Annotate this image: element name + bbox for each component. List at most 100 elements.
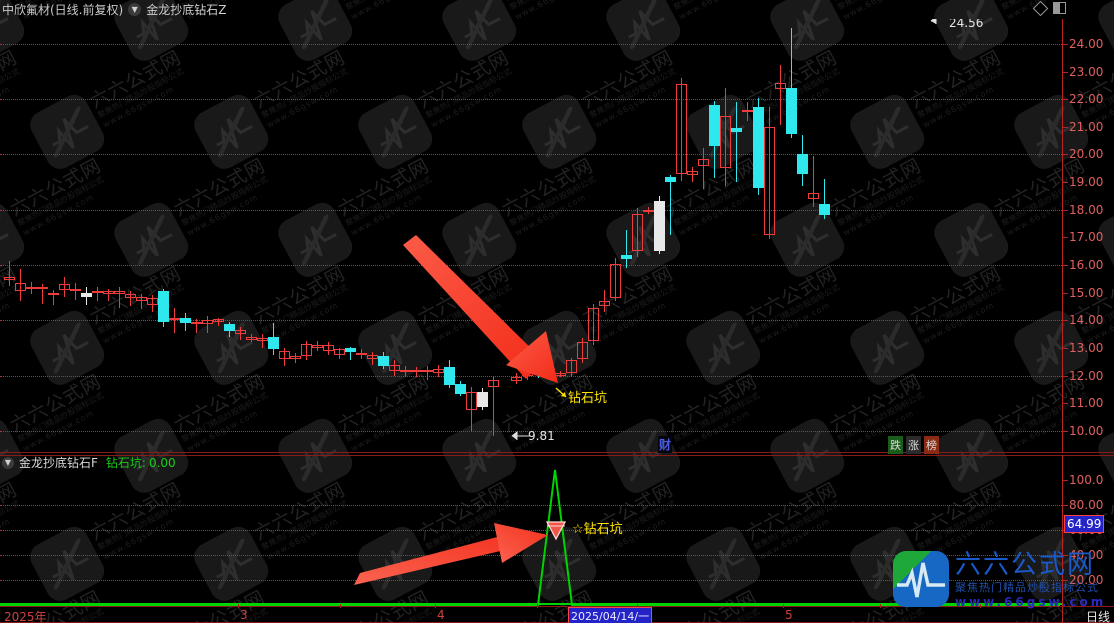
candle-wick	[471, 386, 472, 431]
price-panel-bottom-border	[0, 452, 1114, 453]
candle-body	[533, 368, 544, 375]
price-axis-tick: 20.00	[1069, 147, 1104, 162]
candlestick	[643, 19, 654, 453]
candle-body	[356, 353, 367, 356]
candle-wick	[130, 291, 131, 307]
candle-wick	[64, 277, 65, 297]
candlestick	[665, 19, 676, 453]
candlestick	[224, 19, 235, 453]
candlestick	[533, 19, 544, 453]
date-axis-tickmark	[637, 604, 638, 608]
candle-body	[180, 317, 191, 324]
date-axis-tick: 5	[785, 608, 793, 622]
candle-wick	[75, 282, 76, 300]
rank-badge-item[interactable]: 涨	[906, 436, 921, 454]
candlestick	[676, 19, 687, 453]
candlestick	[26, 19, 37, 453]
logo-url: www.66gsw.com	[955, 595, 1107, 609]
candle-body	[477, 392, 488, 408]
candle-body	[70, 288, 81, 291]
price-axis-tick: 21.00	[1069, 119, 1104, 134]
candlestick	[114, 19, 125, 453]
candle-body	[775, 82, 786, 90]
period-label[interactable]: 日线	[1085, 610, 1110, 623]
candlestick	[15, 19, 26, 453]
candle-wick	[174, 307, 175, 333]
stock-name-label[interactable]: 中欣氟材(日线.前复权)	[2, 3, 124, 17]
price-plot-area[interactable]: 24.56 9.81 钻石坑	[0, 19, 1062, 453]
rank-badge-item[interactable]: 跌	[888, 436, 903, 454]
candlestick	[180, 19, 191, 453]
candle-body	[488, 379, 499, 387]
chevron-down-icon[interactable]: ▼	[2, 456, 14, 469]
candlestick	[147, 19, 158, 453]
candle-wick	[416, 367, 417, 377]
candlestick	[698, 19, 709, 453]
price-axis-tick: 18.00	[1069, 202, 1104, 217]
candle-body	[665, 176, 676, 183]
candlestick	[742, 19, 753, 453]
candle-body	[687, 171, 698, 176]
candle-wick	[141, 294, 142, 310]
candle-wick	[626, 230, 627, 268]
logo-wave-icon	[897, 562, 945, 598]
candle-body	[345, 347, 356, 353]
price-axis[interactable]: 24.00 23.00 22.00 21.00 20.00 19.00 18.00 17.00…	[1062, 19, 1114, 453]
candlestick	[632, 19, 643, 453]
date-axis-tick: 2025年	[4, 610, 47, 623]
indicator-title-label[interactable]: 金龙抄底钻石F	[19, 456, 98, 470]
indicator-axis-tickmark	[1063, 480, 1068, 481]
candle-body	[566, 360, 577, 373]
indicator-series-label: 钻石坑:	[105, 456, 146, 470]
candle-wick	[339, 347, 340, 359]
candle-body	[169, 317, 180, 321]
price-axis-tick: 13.00	[1069, 340, 1104, 355]
chevron-down-icon[interactable]: ▼	[128, 3, 142, 16]
indicator-diamond-signal-icon	[545, 520, 567, 540]
logo-text: 六六公式网 聚焦热门精品炒股指标公式 www.66gsw.com	[955, 551, 1106, 609]
bottom-badge-row: 财 跌涨榜	[0, 434, 1062, 454]
high-price-marker-label: 24.56	[949, 19, 984, 31]
indicator-header: ▼ 金龙抄底钻石F 钻石坑: 0.00	[2, 454, 176, 471]
rank-badges[interactable]: 跌涨榜	[888, 436, 939, 454]
candlestick	[433, 19, 444, 453]
price-axis-tick: 23.00	[1069, 64, 1104, 79]
candle-body	[268, 336, 279, 350]
candle-body	[444, 367, 455, 386]
date-axis-tick: 3	[240, 608, 248, 622]
candlestick	[753, 19, 764, 453]
split-square-icon[interactable]	[1053, 2, 1066, 14]
candle-body	[213, 318, 224, 322]
date-axis-selected-tooltip: 2025/04/14/一	[568, 607, 653, 623]
diamond-outline-icon[interactable]	[1032, 0, 1049, 16]
candlestick	[59, 19, 70, 453]
price-axis-tick: 11.00	[1069, 396, 1104, 411]
candlestick	[268, 19, 279, 453]
candlestick	[522, 19, 533, 453]
candle-body	[643, 209, 654, 212]
price-axis-tick: 22.00	[1069, 92, 1104, 107]
candle-body	[764, 126, 775, 235]
cai-badge[interactable]: 财	[658, 436, 673, 453]
candlestick	[169, 19, 180, 453]
date-axis-tickmark	[238, 604, 239, 608]
candlestick	[70, 19, 81, 453]
candle-body	[632, 213, 643, 252]
candle-body	[191, 321, 202, 325]
indicator-axis-tickmark	[1063, 505, 1068, 506]
logo-subtitle: 聚焦热门精品炒股指标公式	[955, 581, 1099, 594]
candle-wick	[42, 284, 43, 304]
candlestick	[301, 19, 312, 453]
rank-badge-item[interactable]: 榜	[924, 436, 939, 454]
candle-body	[422, 370, 433, 373]
date-axis[interactable]: 日线 2025年 3 4 5 2025/04/14/一	[0, 604, 1114, 623]
candlestick	[400, 19, 411, 453]
indicator-name-label[interactable]: 金龙抄底钻石Z	[146, 3, 227, 17]
candle-body	[753, 107, 764, 188]
candlestick	[731, 19, 742, 453]
candlestick	[323, 19, 334, 453]
candlestick	[279, 19, 290, 453]
candle-body	[797, 154, 808, 174]
candle-body	[819, 204, 830, 216]
candlestick	[191, 19, 202, 453]
